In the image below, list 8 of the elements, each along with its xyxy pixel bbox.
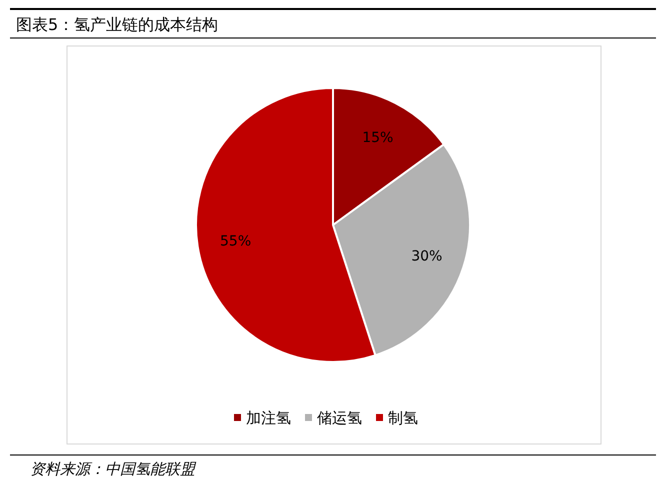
legend-label: 储运氢 <box>317 409 362 427</box>
data-label: 30% <box>411 248 442 264</box>
data-label: 15% <box>362 130 394 146</box>
text: 资料来源：中国氢能联盟 <box>30 460 197 478</box>
legend-label: 加注氢 <box>246 409 291 427</box>
legend-label: 制氢 <box>388 409 418 427</box>
data-label: 55% <box>220 233 252 250</box>
chart-title: 图表5：氢产业链的成本结构 <box>16 15 218 34</box>
